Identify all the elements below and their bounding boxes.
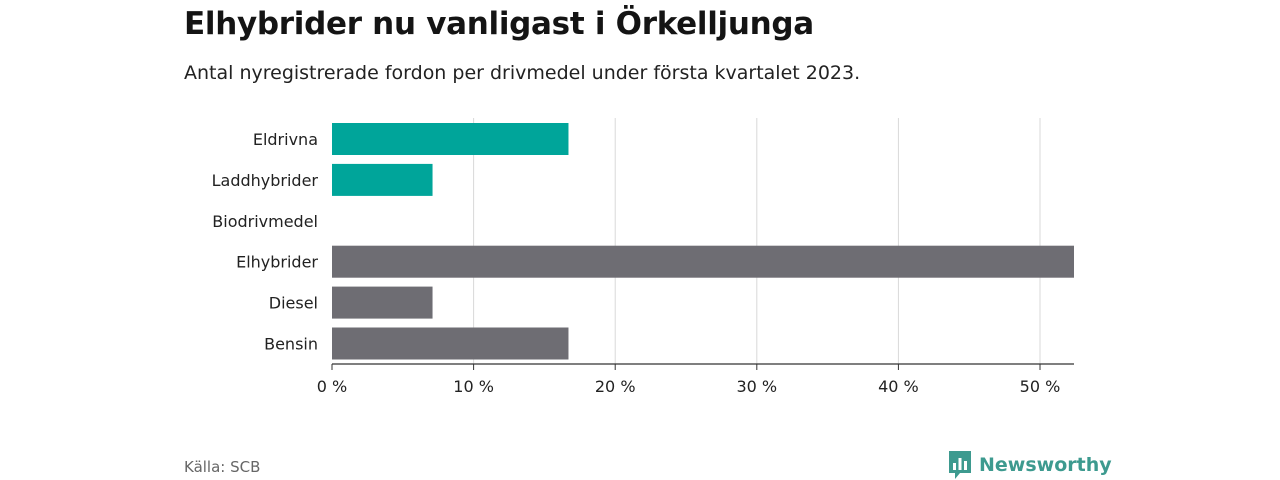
- x-tick-label: 0 %: [317, 377, 347, 396]
- x-tick-label: 30 %: [736, 377, 777, 396]
- source-note: Källa: SCB: [184, 458, 261, 476]
- x-tick-label: 50 %: [1020, 377, 1061, 396]
- category-label: Laddhybrider: [212, 171, 319, 190]
- brand-logo: Newsworthy: [948, 450, 1112, 480]
- category-label: Bensin: [264, 335, 318, 354]
- bar: [332, 123, 569, 155]
- x-tick-label: 10 %: [453, 377, 494, 396]
- bar: [332, 286, 433, 319]
- category-label: Eldrivna: [253, 130, 318, 149]
- bar: [332, 163, 433, 196]
- bar: [332, 245, 1074, 278]
- brand-name: Newsworthy: [979, 454, 1112, 476]
- chart-title: Elhybrider nu vanligast i Örkelljunga: [184, 6, 814, 42]
- category-label: Biodrivmedel: [212, 212, 318, 231]
- x-tick-label: 40 %: [878, 377, 919, 396]
- x-tick-label: 20 %: [595, 377, 636, 396]
- category-label: Diesel: [269, 294, 318, 313]
- bar: [332, 327, 569, 360]
- newsworthy-logo-icon: [948, 450, 972, 480]
- category-label: Elhybrider: [236, 253, 318, 272]
- chart-subtitle: Antal nyregistrerade fordon per drivmede…: [184, 62, 861, 84]
